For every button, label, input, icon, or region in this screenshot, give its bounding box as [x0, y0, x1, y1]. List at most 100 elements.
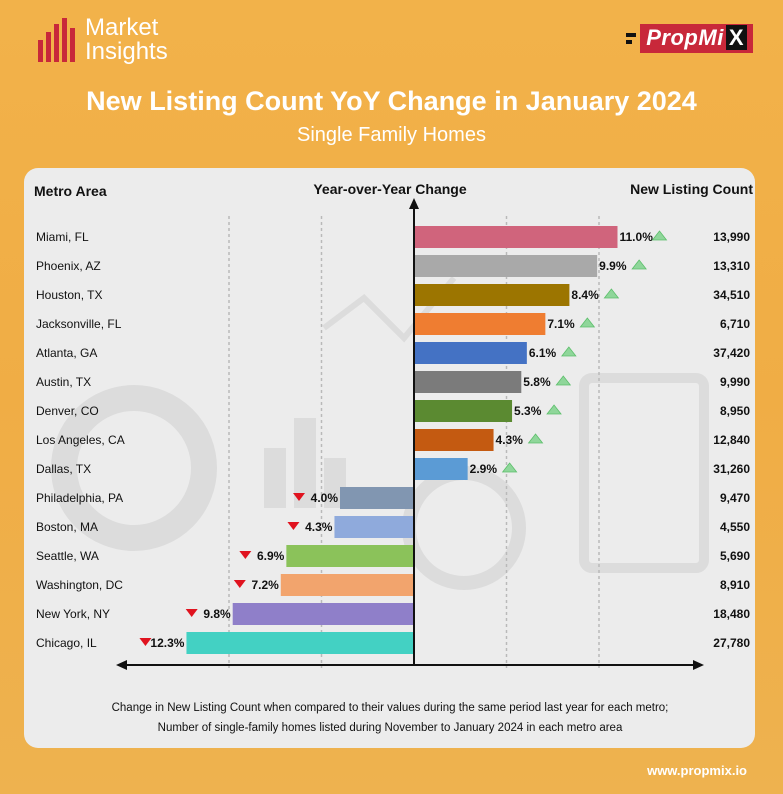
metro-label: Atlanta, GA: [36, 346, 97, 360]
background-decoration: [51, 276, 709, 590]
chart-row: New York, NY 9.8% 18,480: [36, 603, 750, 625]
value-label: 7.2%: [251, 578, 279, 592]
chart-row: Jacksonville, FL 7.1% 6,710: [36, 313, 750, 335]
axis-arrow-left-icon: [116, 660, 127, 670]
up-triangle-icon: [501, 462, 518, 473]
bar: [414, 429, 494, 451]
listing-count: 8,910: [720, 578, 750, 592]
bar: [414, 342, 527, 364]
listing-count: 4,550: [720, 520, 750, 534]
listing-count: 13,310: [713, 259, 750, 273]
value-label: 9.9%: [599, 259, 627, 273]
up-triangle-icon: [579, 317, 596, 328]
brand-line2: Insights: [85, 38, 168, 65]
chart-row: Miami, FL 11.0% 13,990: [36, 226, 750, 248]
decor-bar: [264, 448, 286, 508]
bar: [340, 487, 414, 509]
brand-bars-icon: [38, 18, 75, 62]
up-triangle-icon: [546, 404, 562, 415]
listing-count: 31,260: [713, 462, 750, 476]
value-label: 5.8%: [523, 375, 551, 389]
listing-count: 5,690: [720, 549, 750, 563]
value-label: 7.1%: [547, 317, 575, 331]
chart-row: Seattle, WA 6.9% 5,690: [36, 545, 750, 567]
up-triangle-icon: [603, 288, 620, 299]
listing-count: 37,420: [713, 346, 750, 360]
down-triangle-icon: [185, 609, 198, 617]
brand-logo: Market Insights: [38, 16, 168, 64]
metro-label: Chicago, IL: [36, 636, 97, 650]
up-triangle-icon: [555, 375, 572, 386]
metro-label: Denver, CO: [36, 404, 99, 418]
chart-row: Austin, TX 5.8% 9,990: [36, 371, 750, 393]
up-triangle-icon: [651, 230, 668, 241]
listing-count: 9,470: [720, 491, 750, 505]
listing-count: 13,990: [713, 230, 750, 244]
chart-rows: Miami, FL 11.0% 13,990 Phoenix, AZ 9.9% 13,31…: [36, 226, 750, 654]
up-triangle-icon: [527, 433, 544, 444]
down-triangle-icon: [139, 638, 152, 646]
chart-row: Boston, MA 4.3% 4,550: [36, 516, 750, 538]
bar: [414, 284, 570, 306]
value-label: 6.9%: [257, 549, 285, 563]
bar: [286, 545, 414, 567]
chart-subtitle: Single Family Homes: [297, 124, 486, 146]
chart-card: Metro Area Year-over-Year Change New Lis…: [24, 168, 755, 748]
column-header-metro: Metro Area: [34, 183, 107, 199]
bar: [334, 516, 414, 538]
metro-label: Los Angeles, CA: [36, 433, 125, 447]
bar: [414, 313, 546, 335]
value-label: 4.3%: [496, 433, 524, 447]
metro-label: Philadelphia, PA: [36, 491, 123, 505]
propmix-logo: PropMi X: [626, 24, 753, 53]
decor-pie: [51, 385, 217, 551]
listing-count: 34,510: [713, 288, 750, 302]
bar: [280, 574, 414, 596]
decor-line: [322, 276, 457, 343]
metro-label: Washington, DC: [36, 578, 123, 592]
bar: [232, 603, 414, 625]
logo-wordmark: PropMi X: [640, 24, 753, 53]
axis-arrow-up-icon: [409, 198, 419, 209]
decor-bar: [294, 418, 316, 508]
chart-row: Atlanta, GA 6.1% 37,420: [36, 342, 750, 364]
value-label: 4.3%: [305, 520, 333, 534]
bar: [414, 371, 522, 393]
footer-url: www.propmix.io: [647, 763, 747, 778]
value-label: 5.3%: [514, 404, 542, 418]
axis-arrow-right-icon: [693, 660, 704, 670]
brand-name: Market Insights: [85, 16, 168, 64]
column-header-count: New Listing Count: [630, 181, 753, 197]
chart-row: Philadelphia, PA 4.0% 9,470: [36, 487, 750, 509]
down-triangle-icon: [239, 551, 252, 559]
value-label: 9.8%: [203, 607, 231, 621]
value-label: 6.1%: [529, 346, 557, 360]
listing-count: 12,840: [713, 433, 750, 447]
chart-note-1: Change in New Listing Count when compare…: [112, 702, 669, 714]
metro-label: Dallas, TX: [36, 462, 91, 476]
column-header-yoy: Year-over-Year Change: [313, 181, 467, 197]
bar: [414, 226, 618, 248]
value-label: 12.3%: [150, 636, 184, 650]
metro-label: Seattle, WA: [36, 549, 99, 563]
chart-row: Denver, CO 5.3% 8,950: [36, 400, 750, 422]
listing-count: 18,480: [713, 607, 750, 621]
down-triangle-icon: [293, 493, 305, 501]
metro-label: Houston, TX: [36, 288, 102, 302]
chart-row: Dallas, TX 2.9% 31,260: [36, 458, 750, 480]
listing-count: 27,780: [713, 636, 750, 650]
up-triangle-icon: [561, 346, 577, 357]
chart-row: Washington, DC 7.2% 8,910: [36, 574, 750, 596]
chart-note-2: Number of single-family homes listed dur…: [158, 722, 623, 734]
down-triangle-icon: [287, 522, 300, 530]
value-label: 4.0%: [311, 491, 339, 505]
metro-label: Boston, MA: [36, 520, 98, 534]
chart-row: Houston, TX 8.4% 34,510: [36, 284, 750, 306]
listing-count: 9,990: [720, 375, 750, 389]
bar: [186, 632, 414, 654]
decor-calculator: [579, 373, 709, 573]
logo-text: PropMi: [646, 25, 724, 50]
chart-axes: [116, 198, 704, 670]
chart-row: Chicago, IL 12.3% 27,780: [36, 632, 750, 654]
metro-label: Jacksonville, FL: [36, 317, 122, 331]
